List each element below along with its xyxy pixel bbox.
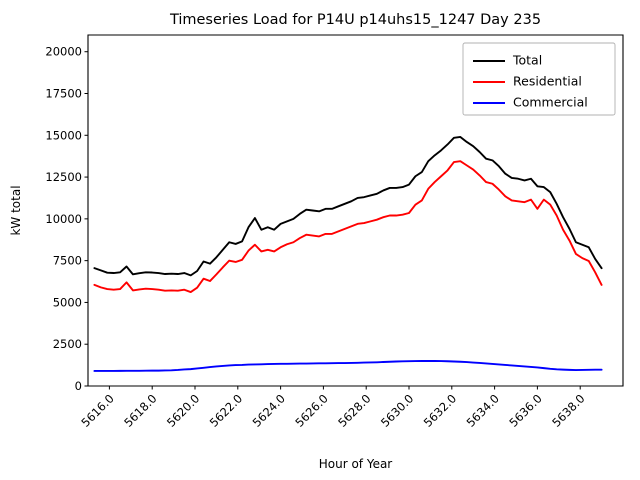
y-tick-label: 5000 — [53, 295, 82, 309]
y-tick-label: 2500 — [53, 337, 82, 351]
legend-label-total: Total — [512, 53, 542, 68]
y-tick-label: 10000 — [45, 212, 82, 226]
x-tick-label: 5632.0 — [421, 391, 459, 429]
x-tick-label: 5630.0 — [378, 391, 416, 429]
x-tick-label: 5628.0 — [335, 391, 373, 429]
y-tick-label: 20000 — [45, 45, 82, 59]
x-tick-label: 5636.0 — [506, 391, 544, 429]
chart-title: Timeseries Load for P14U p14uhs15_1247 D… — [169, 12, 541, 28]
y-tick-label: 15000 — [45, 128, 82, 142]
legend-label-residential: Residential — [513, 74, 582, 89]
x-tick-label: 5624.0 — [250, 391, 288, 429]
series-line-total — [93, 136, 603, 277]
legend: Total Residential Commercial — [462, 42, 616, 116]
x-axis: 5616.0 5618.0 5620.0 5622.0 5624.0 5626.0 5628… — [78, 386, 588, 471]
y-tick-label: 12500 — [45, 170, 82, 184]
y-axis: 0 2500 5000 7500 10000 12500 15000 17500 20000 kW… — [9, 45, 88, 393]
series-line-commercial — [93, 359, 603, 372]
y-tick-label: 7500 — [53, 254, 82, 268]
y-tick-label: 0 — [75, 379, 82, 393]
axes-frame — [87, 34, 624, 387]
x-tick-label: 5626.0 — [292, 391, 330, 429]
x-tick-label: 5634.0 — [464, 391, 502, 429]
axes-spines — [87, 34, 624, 387]
series-group — [93, 136, 603, 372]
y-axis-label: kW total — [9, 185, 23, 235]
x-axis-label: Hour of Year — [319, 457, 393, 471]
x-tick-label: 5638.0 — [549, 391, 587, 429]
y-tick-label: 17500 — [45, 87, 82, 101]
legend-label-commercial: Commercial — [513, 95, 588, 110]
series-line-residential — [93, 160, 603, 294]
x-tick-label: 5616.0 — [78, 391, 116, 429]
x-tick-label: 5618.0 — [121, 391, 159, 429]
x-tick-label: 5622.0 — [207, 391, 245, 429]
x-tick-label: 5620.0 — [164, 391, 202, 429]
